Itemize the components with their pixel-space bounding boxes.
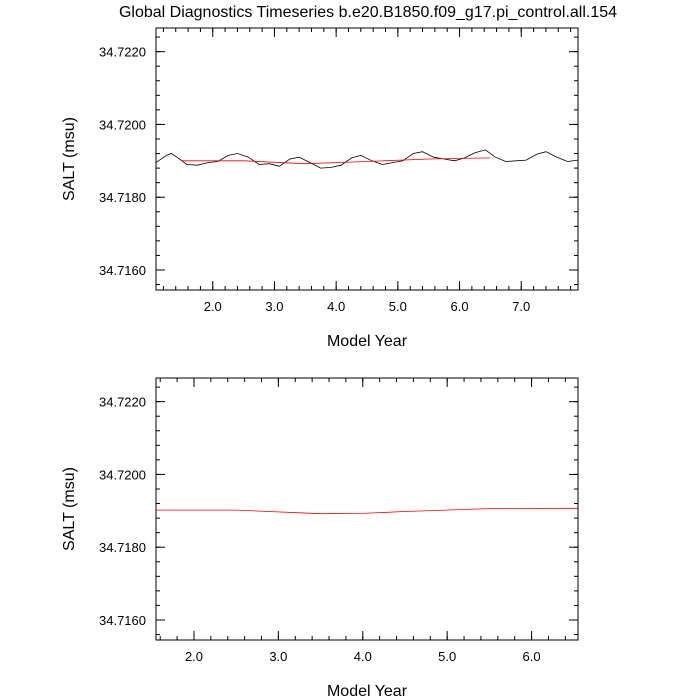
monthly-line [155,149,579,169]
x-tick-label: 2.0 [204,299,222,314]
y-tick-label: 34.7220 [99,395,146,410]
panel-bottom: 2.0 3.0 4.0 5.0 6.0 34.7160 34.7180 34.7200 34.7… [61,377,579,700]
x-tick-label: 5.0 [438,649,456,664]
y-tick-label: 34.7200 [99,467,146,482]
annual-mean-line [181,157,491,165]
x-axis-label: Model Year [327,683,408,700]
x-tick-label: 6.0 [523,649,541,664]
panel-top: 2.0 3.0 4.0 5.0 6.0 7.0 34.7160 34.7180 34.7200 3… [61,27,579,350]
x-tick-label: 4.0 [354,649,372,664]
plot-frame [155,27,579,291]
x-tick-label: 4.0 [327,299,345,314]
x-tick-label: 2.0 [185,649,203,664]
x-tick-label: 6.0 [451,299,469,314]
y-tick-label: 34.7180 [99,540,146,555]
y-axis-label: SALT (msu) [61,117,78,201]
annual-mean-line [156,507,579,515]
y-tick-label: 34.7200 [99,117,146,132]
y-axis-label: SALT (msu) [61,467,78,551]
x-axis-label: Model Year [327,333,408,350]
x-tick-label: 7.0 [512,299,530,314]
y-tick-label: 34.7220 [99,45,146,60]
plot-frame [155,377,579,641]
chart-title: Global Diagnostics Timeseries b.e20.B185… [119,4,617,21]
x-tick-label: 5.0 [389,299,407,314]
x-tick-label: 3.0 [265,299,283,314]
y-tick-label: 34.7180 [99,190,146,205]
x-tick-label: 3.0 [269,649,287,664]
y-tick-label: 34.7160 [99,613,146,628]
y-tick-label: 34.7160 [99,263,146,278]
